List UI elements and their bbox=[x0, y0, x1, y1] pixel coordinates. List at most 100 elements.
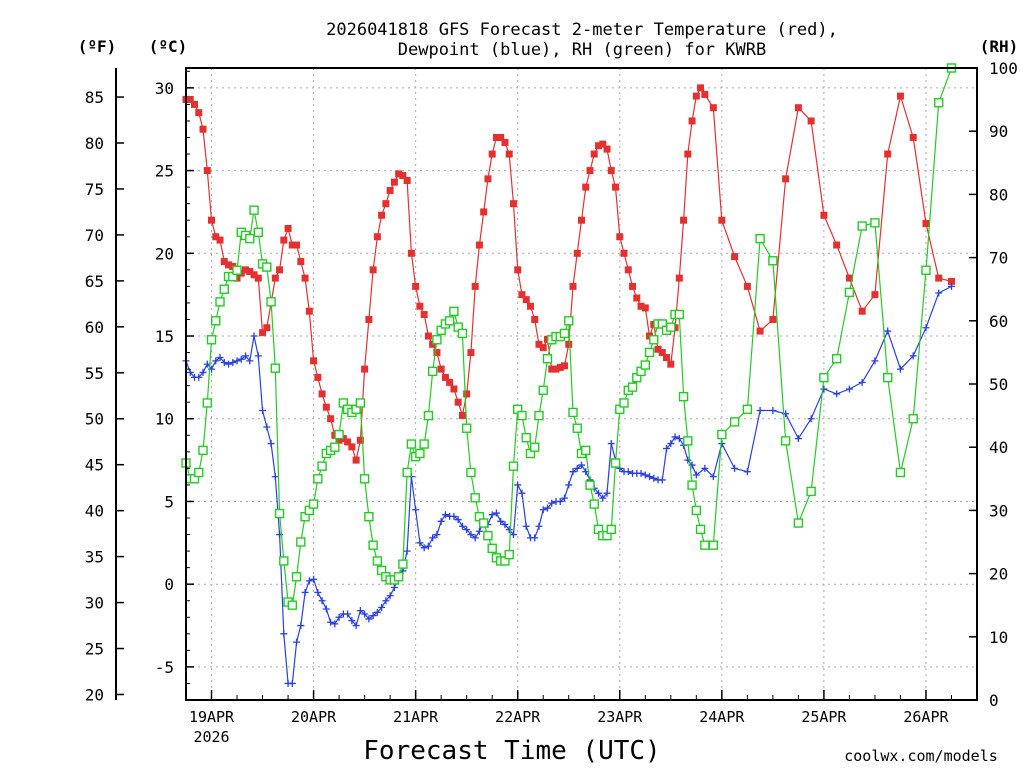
rh-point bbox=[564, 316, 574, 326]
rh-point bbox=[419, 439, 429, 449]
temperature-point bbox=[382, 200, 390, 208]
rh-point bbox=[232, 265, 242, 275]
dewpoint-point bbox=[947, 282, 955, 290]
rh-point bbox=[487, 543, 497, 554]
rh-point bbox=[308, 499, 319, 509]
rh-tick-label: 90 bbox=[989, 122, 1008, 141]
temperature-point bbox=[629, 282, 637, 290]
fahrenheit-tick-label: 25 bbox=[85, 640, 104, 659]
dewpoint-point bbox=[199, 368, 207, 376]
rh-point bbox=[245, 233, 255, 244]
fahrenheit-tick-label: 30 bbox=[85, 594, 104, 613]
rh-point bbox=[508, 461, 519, 471]
rh-tick-label: 0 bbox=[989, 691, 999, 710]
dewpoint-point bbox=[424, 542, 432, 550]
x-axis-title: Forecast Time (UTC) bbox=[363, 736, 660, 766]
temperature-point bbox=[620, 249, 628, 257]
dewpoint-point bbox=[322, 605, 330, 613]
temperature-point bbox=[225, 261, 233, 269]
dewpoint-point bbox=[242, 352, 250, 360]
dewpoint-point bbox=[433, 531, 441, 539]
temperature-point bbox=[344, 438, 352, 446]
temperature-point bbox=[433, 349, 441, 357]
dewpoint-point bbox=[820, 385, 828, 393]
temperature-point bbox=[667, 360, 675, 368]
temperature-point bbox=[641, 304, 649, 312]
temperature-point bbox=[488, 150, 496, 158]
dewpoint-point bbox=[671, 433, 679, 441]
rh-point bbox=[844, 287, 855, 298]
celsius-tick-label: 20 bbox=[155, 244, 174, 263]
rh-point bbox=[674, 309, 685, 320]
dewpoint-point bbox=[280, 630, 288, 638]
temperature-point bbox=[845, 274, 853, 282]
dewpoint-point bbox=[361, 610, 369, 618]
rh-point bbox=[406, 439, 417, 449]
dewpoint-point bbox=[667, 440, 675, 448]
temperature-point bbox=[403, 177, 411, 185]
rh-point bbox=[364, 512, 374, 522]
dewpoint-point bbox=[535, 522, 543, 530]
rh-unit-label: (RH) bbox=[980, 37, 1019, 56]
rh-point bbox=[700, 540, 710, 550]
rh-point bbox=[742, 404, 753, 414]
rh-point bbox=[393, 572, 404, 582]
x-tick-sublabel: 2026 bbox=[193, 728, 229, 746]
dewpoint-point bbox=[922, 324, 930, 332]
rh-tick-label: 40 bbox=[989, 438, 1008, 457]
temperature-point bbox=[203, 167, 211, 175]
dewpoint-point bbox=[560, 494, 568, 502]
rh-point bbox=[215, 297, 225, 307]
dewpoint-point bbox=[578, 461, 585, 469]
dewpoint-point bbox=[314, 588, 322, 596]
rh-point bbox=[572, 423, 582, 433]
rh-point bbox=[538, 385, 548, 396]
dewpoint-point bbox=[935, 289, 943, 297]
temperature-point bbox=[475, 241, 483, 249]
rh-point bbox=[206, 335, 217, 345]
temperature-point bbox=[569, 282, 577, 290]
dewpoint-point bbox=[497, 517, 505, 525]
dewpoint-point bbox=[271, 473, 279, 481]
temperature-point bbox=[399, 172, 407, 180]
temperature-point bbox=[246, 267, 254, 275]
temperature-point bbox=[437, 365, 445, 373]
dewpoint-point bbox=[254, 352, 262, 360]
dewpoint-point bbox=[365, 615, 373, 623]
temperature-point bbox=[794, 104, 802, 112]
dewpoint-point bbox=[858, 378, 866, 386]
temperature-point bbox=[276, 266, 284, 274]
temperature-point bbox=[416, 302, 424, 310]
temperature-point bbox=[322, 403, 330, 411]
dewpoint-point bbox=[437, 517, 445, 525]
fahrenheit-tick-label: 50 bbox=[85, 410, 104, 429]
temperature-point bbox=[514, 266, 522, 274]
temperature-point bbox=[697, 84, 705, 92]
rh-point bbox=[530, 442, 540, 452]
temperature-point bbox=[259, 329, 267, 337]
dewpoint-point bbox=[250, 332, 258, 340]
temperature-point bbox=[556, 363, 564, 371]
x-tick-label: 23APR bbox=[597, 708, 643, 726]
rh-point bbox=[559, 328, 570, 339]
fahrenheit-tick-label: 70 bbox=[85, 226, 104, 245]
dewpoint-point bbox=[769, 406, 777, 414]
rh-point bbox=[330, 442, 340, 452]
dewpoint-point bbox=[548, 499, 556, 507]
rh-tick-label: 10 bbox=[989, 628, 1008, 647]
temperature-point bbox=[807, 117, 815, 125]
fahrenheit-unit-label: (ºF) bbox=[78, 37, 117, 56]
dewpoint-point bbox=[356, 607, 364, 615]
temperature-point bbox=[480, 208, 488, 216]
celsius-unit-label: (ºC) bbox=[149, 37, 188, 56]
temperature-point bbox=[858, 307, 866, 315]
rh-point bbox=[402, 467, 412, 478]
temperature-point bbox=[186, 95, 194, 103]
dewpoint-point bbox=[505, 526, 513, 534]
rh-point bbox=[398, 559, 408, 569]
temperature-point bbox=[612, 183, 620, 191]
temperature-point bbox=[709, 104, 717, 112]
celsius-tick-label: 5 bbox=[164, 492, 174, 511]
rh-point bbox=[619, 398, 629, 408]
dewpoint-point bbox=[318, 597, 326, 605]
